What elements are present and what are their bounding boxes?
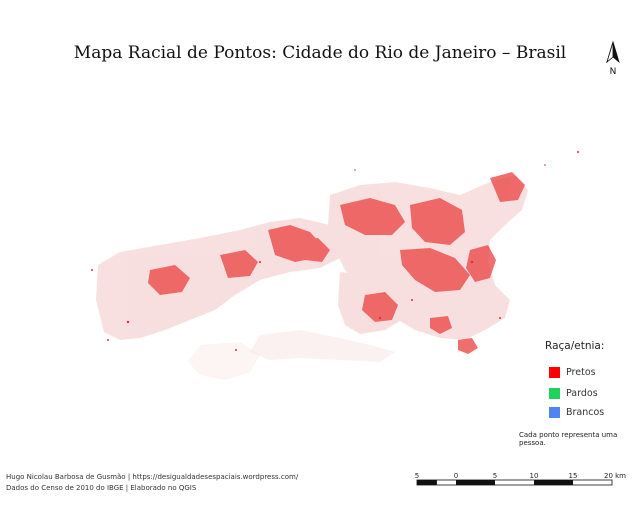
credits-author: Hugo Nicolau Barbosa de Gusmão | https:/… <box>6 473 299 481</box>
legend-swatch-pretos <box>549 366 560 378</box>
credits-source: Dados do Censo de 2010 do IBGE | Elabora… <box>6 484 197 492</box>
legend-label-pretos: Pretos <box>566 366 596 378</box>
scattered-dots <box>91 151 579 351</box>
legend-swatch-brancos <box>549 406 560 418</box>
legend-note: Cada ponto representa uma pessoa. <box>519 431 618 447</box>
legend-title: Raça/etnia: <box>545 340 605 352</box>
scale-tick-label: 20 km <box>604 472 626 480</box>
legend-label-brancos: Brancos <box>566 406 605 418</box>
scale-tick-label: 15 <box>569 472 578 480</box>
map-title: Mapa Racial de Pontos: Cidade do Rio de … <box>73 43 567 63</box>
credits: Hugo Nicolau Barbosa de Gusmão | https:/… <box>6 472 298 494</box>
scale-tick-label: 5 <box>415 472 419 480</box>
north-arrow-label: N <box>610 67 617 76</box>
dark-density-clusters <box>148 172 525 354</box>
scale-tick-label: 5 <box>493 472 497 480</box>
legend-swatch-pardos <box>549 387 560 399</box>
scale-tick-label: 10 <box>530 472 539 480</box>
scale-bar: 5 0 5 10 15 20 km <box>415 472 626 486</box>
legend-item-brancos: Brancos <box>549 406 604 418</box>
legend-label-pardos: Pardos <box>566 387 598 399</box>
legend-item-pardos: Pardos <box>549 387 598 399</box>
legend-item-pretos: Pretos <box>549 366 596 378</box>
scale-tick-label: 0 <box>454 472 458 480</box>
north-arrow-icon: N <box>606 40 620 76</box>
